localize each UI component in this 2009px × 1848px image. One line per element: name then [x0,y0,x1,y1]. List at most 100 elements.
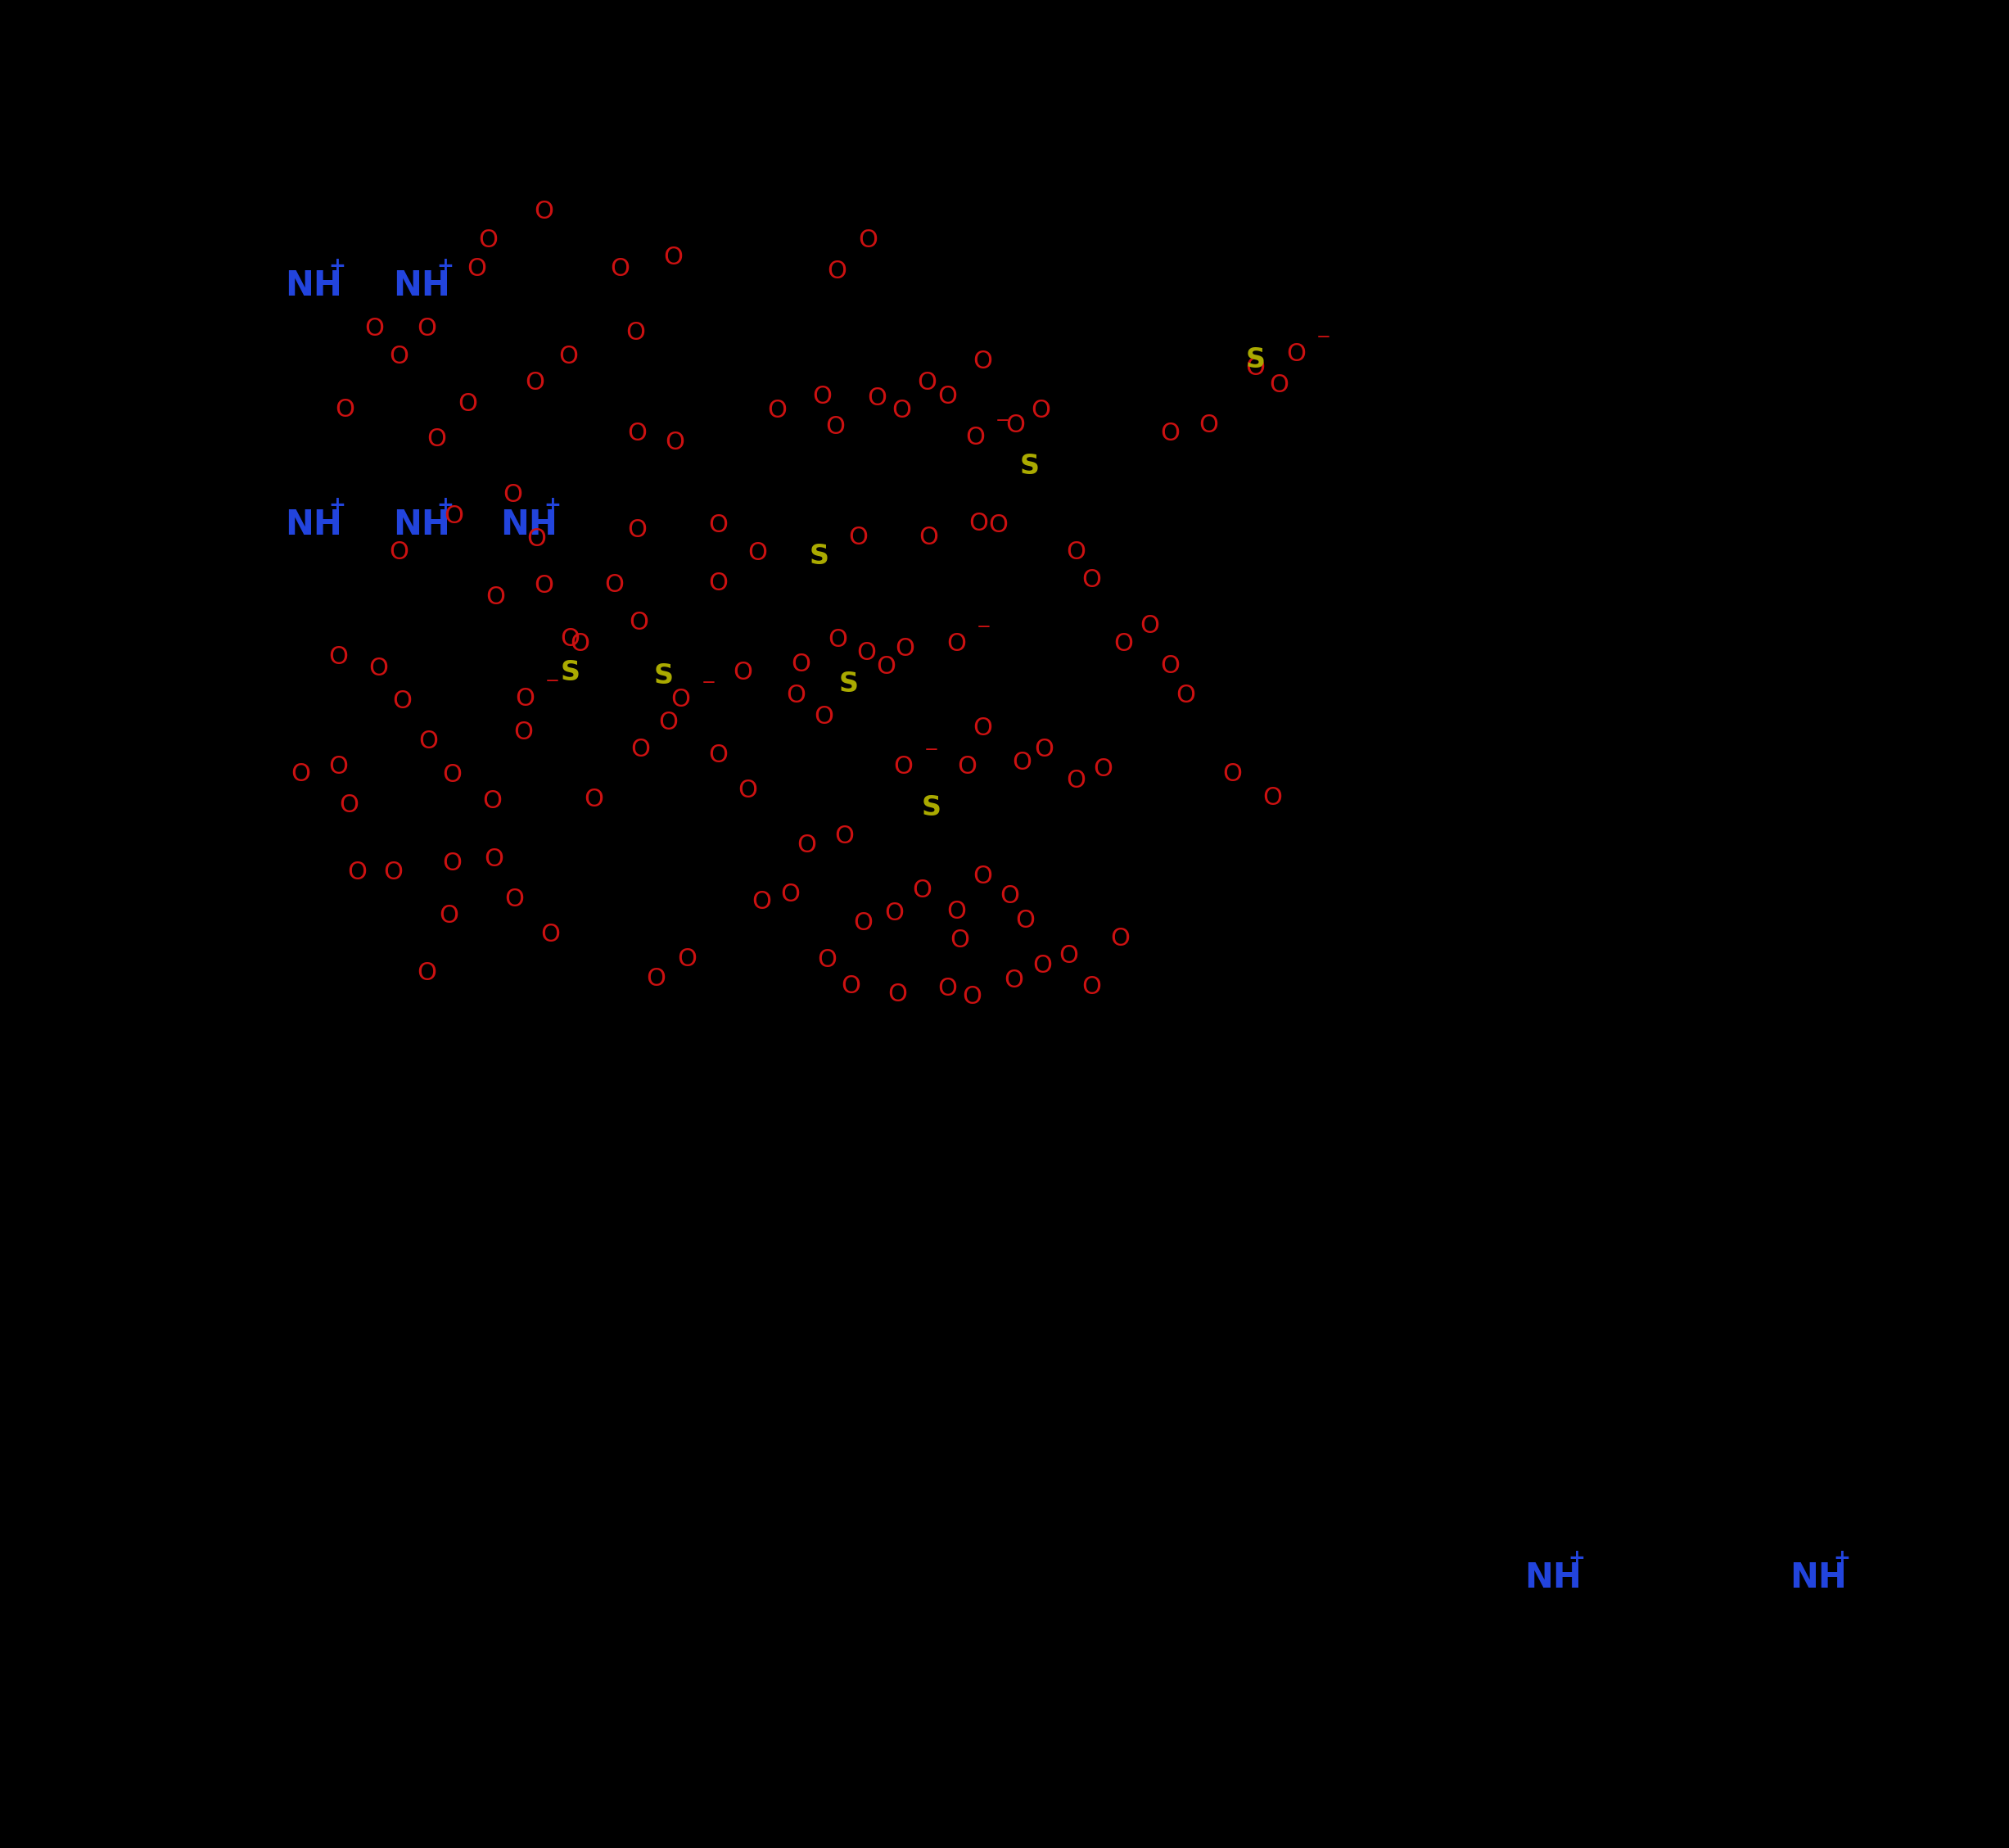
Text: O: O [1015,909,1035,931]
Text: O: O [1159,421,1179,445]
Text: O: O [502,482,522,506]
Text: O: O [826,414,846,438]
Text: S: S [810,543,830,569]
Text: O: O [912,878,932,902]
Text: O: O [828,628,848,652]
Text: O: O [627,322,645,344]
Text: O: O [814,706,834,728]
Text: O: O [1093,758,1113,782]
Text: O: O [1159,654,1179,678]
Text: O: O [659,711,679,734]
Text: O: O [709,571,727,595]
Text: O: O [938,384,956,408]
Text: O: O [1139,614,1159,638]
Text: S: S [1246,346,1266,373]
Text: O: O [828,261,846,283]
Text: O: O [442,852,462,876]
Text: O: O [571,632,589,656]
Text: O: O [1083,976,1101,1000]
Text: +: + [544,495,561,516]
Text: O: O [1221,761,1242,785]
Text: O: O [792,652,810,676]
Text: O: O [340,793,360,817]
Text: O: O [418,730,438,752]
Text: −: − [701,675,715,691]
Text: O: O [968,512,988,536]
Text: NH: NH [1525,1562,1581,1595]
Text: O: O [534,575,554,599]
Text: O: O [627,421,647,445]
Text: O: O [516,687,534,710]
Text: O: O [631,737,651,761]
Text: O: O [647,967,665,991]
Text: O: O [856,641,876,665]
Text: O: O [1004,968,1025,992]
Text: O: O [848,527,868,549]
Text: O: O [1246,357,1266,381]
Text: O: O [486,586,506,610]
Text: O: O [972,717,992,741]
Text: +: + [329,257,346,275]
Text: O: O [858,229,878,251]
Text: O: O [1113,632,1133,656]
Text: O: O [1083,569,1101,591]
Text: O: O [426,427,446,451]
Text: O: O [709,743,727,767]
Text: O: O [818,948,838,972]
Text: S: S [561,660,581,686]
Text: O: O [840,974,860,998]
Text: O: O [559,346,579,370]
Text: O: O [1007,414,1025,438]
Text: O: O [561,626,581,650]
Text: O: O [1286,342,1306,366]
Text: O: O [884,902,904,926]
Text: O: O [514,721,534,745]
Text: −: − [544,673,561,689]
Text: O: O [418,961,436,985]
Text: O: O [440,904,458,928]
Text: O: O [504,887,524,911]
Text: O: O [526,527,546,551]
Text: O: O [988,514,1009,536]
Text: NH: NH [500,508,556,541]
Text: O: O [1059,944,1079,968]
Text: O: O [709,514,727,536]
Text: O: O [329,754,348,778]
Text: O: O [458,392,478,416]
Text: NH: NH [285,508,344,541]
Text: O: O [1199,414,1219,438]
Text: S: S [1021,453,1039,480]
Text: O: O [390,540,410,564]
Text: O: O [1033,954,1053,978]
Text: O: O [786,684,806,708]
Text: O: O [540,922,561,946]
Text: O: O [444,505,464,529]
Text: +: + [436,257,454,275]
Text: O: O [1035,737,1053,761]
Text: O: O [737,780,757,802]
Text: O: O [627,519,647,543]
Text: O: O [677,946,697,970]
Text: O: O [329,645,348,669]
Text: O: O [392,689,412,713]
Text: O: O [1067,540,1087,564]
Text: O: O [442,763,462,787]
Text: O: O [1067,769,1087,793]
Text: O: O [370,656,388,680]
Text: O: O [390,346,410,370]
Text: O: O [1031,399,1051,423]
Text: O: O [964,427,984,449]
Text: NH: NH [285,268,344,303]
Text: O: O [892,399,912,423]
Text: O: O [946,900,966,924]
Text: O: O [972,865,992,889]
Text: S: S [840,671,858,699]
Text: O: O [888,983,908,1007]
Text: O: O [1000,885,1019,907]
Text: O: O [747,541,767,565]
Text: O: O [585,787,603,811]
Text: O: O [478,229,498,251]
Text: −: − [976,619,990,636]
Text: NH: NH [1790,1562,1846,1595]
Text: O: O [336,397,354,421]
